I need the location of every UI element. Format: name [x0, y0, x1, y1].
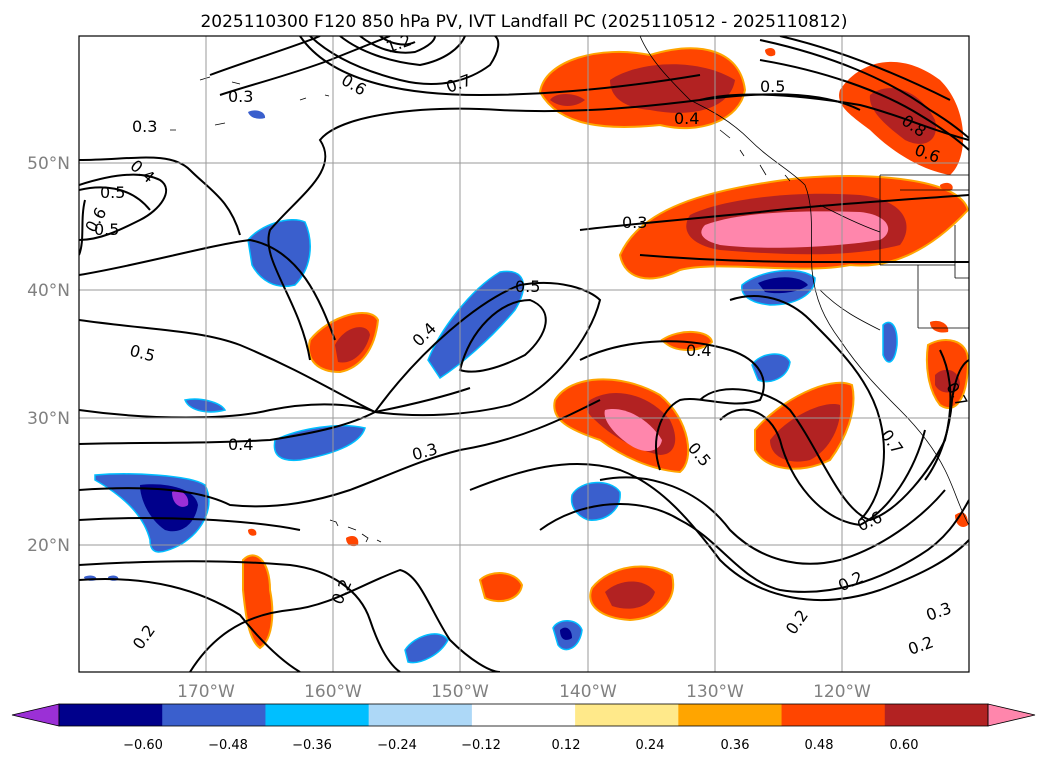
- colorbar-outline: [58, 703, 989, 727]
- lon-tick-label: 170°W: [177, 682, 235, 702]
- lat-tick-label: 30°N: [27, 409, 70, 429]
- contour-label: 0.5: [760, 77, 785, 96]
- lat-tick-label: 50°N: [27, 154, 70, 174]
- colorbar-tick-label: 0.60: [890, 738, 919, 753]
- gridlines: [79, 36, 969, 672]
- lon-tick-label: 120°W: [813, 682, 871, 702]
- colorbar-box: [265, 704, 370, 726]
- colorbar-tick-label: −0.36: [292, 738, 332, 753]
- colorbar-tick-label: 0.48: [805, 738, 834, 753]
- map-background: [79, 36, 969, 672]
- lon-tick-label: 130°W: [686, 682, 744, 702]
- map-title: 2025110300 F120 850 hPa PV, IVT Landfall…: [200, 12, 847, 32]
- contour-label: 0.3: [228, 87, 253, 106]
- colorbar-tick-labels: −0.60 −0.48 −0.36 −0.24 −0.12 0.12 0.24 …: [123, 738, 918, 753]
- colorbar-box: [781, 704, 886, 726]
- colorbar-extend-low: [11, 703, 60, 727]
- contour-label: 0.3: [132, 117, 157, 136]
- contour-label: 0.4: [228, 435, 253, 454]
- negative-anomaly-shading: [84, 110, 898, 664]
- contour-label: 0.5: [515, 277, 540, 296]
- lon-tick-label: 160°W: [304, 682, 362, 702]
- lat-tick-label: 40°N: [27, 281, 70, 301]
- lat-tick-label: 20°N: [27, 536, 70, 556]
- colorbar-tick-label: −0.48: [208, 738, 248, 753]
- map-panel: 0.3 0.3 0.4 0.5 0.6 0.7 0.6 0.5 0.4 0.5 …: [78, 35, 970, 673]
- colorbar-box: [368, 704, 473, 726]
- colorbar-extend-high: [987, 703, 1036, 727]
- colorbar-box: [59, 704, 163, 726]
- colorbar-box: [162, 704, 266, 726]
- colorbar-box: [471, 704, 576, 726]
- pv-contours: [79, 36, 969, 672]
- map-frame: [78, 35, 970, 673]
- contour-label: 0.5: [94, 220, 119, 239]
- colorbar-tick-label: 0.36: [721, 738, 750, 753]
- contour-label: 0.4: [686, 341, 711, 360]
- lon-tick-label: 150°W: [431, 682, 489, 702]
- colorbar-boxes: [59, 704, 989, 726]
- contour-label: 0.5: [100, 183, 125, 202]
- colorbar-box: [575, 704, 679, 726]
- colorbar: −0.60 −0.48 −0.36 −0.24 −0.12 0.12 0.24 …: [11, 703, 1036, 753]
- colorbar-tick-label: −0.60: [123, 738, 163, 753]
- colorbar-box: [884, 704, 989, 726]
- contour-label: 0.3: [622, 213, 647, 232]
- colorbar-tick-label: −0.24: [377, 738, 417, 753]
- contour-label: 0.4: [674, 109, 699, 128]
- lon-tick-label: 140°W: [559, 682, 617, 702]
- colorbar-box: [678, 704, 783, 726]
- colorbar-tick-label: 0.12: [552, 738, 581, 753]
- lon-tick-labels: 170°W 160°W 150°W 140°W 130°W 120°W: [177, 682, 871, 702]
- coastlines: [170, 36, 969, 543]
- colorbar-tick-label: −0.12: [461, 738, 501, 753]
- colorbar-tick-label: 0.24: [636, 738, 665, 753]
- lat-tick-labels: 20°N 30°N 40°N 50°N: [27, 154, 70, 556]
